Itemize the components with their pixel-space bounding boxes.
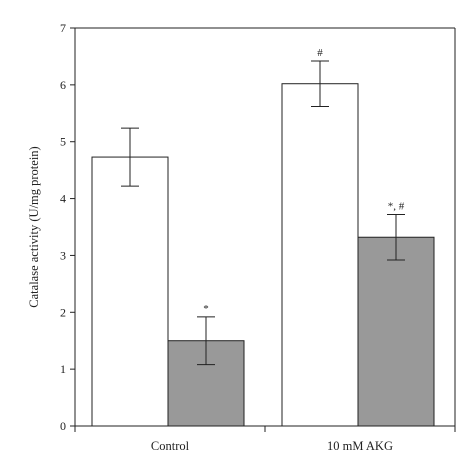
y-tick-label: 3 — [60, 248, 66, 262]
y-tick-label: 1 — [60, 362, 66, 376]
significance-label: * — [203, 303, 209, 315]
labels: 0 1 2 3 4 5 6 7 * Control # *, # 10 mM AKG — [60, 21, 405, 453]
y-tick-label: 6 — [60, 78, 66, 92]
bar — [91, 156, 169, 427]
y-tick-label: 2 — [60, 305, 66, 319]
y-tick-label: 7 — [60, 21, 66, 35]
y-tick-label: 5 — [60, 135, 66, 149]
y-tick-label: 4 — [60, 192, 66, 206]
bar — [357, 236, 435, 427]
significance-label: # — [317, 47, 323, 59]
bar — [281, 83, 359, 427]
significance-label: *, # — [388, 200, 405, 212]
bars — [91, 60, 435, 427]
category-label: Control — [151, 439, 190, 453]
category-label: 10 mM AKG — [327, 439, 393, 453]
y-axis-label: Catalase activity (U/mg protein) — [27, 146, 41, 307]
y-tick-label: 0 — [60, 419, 66, 433]
